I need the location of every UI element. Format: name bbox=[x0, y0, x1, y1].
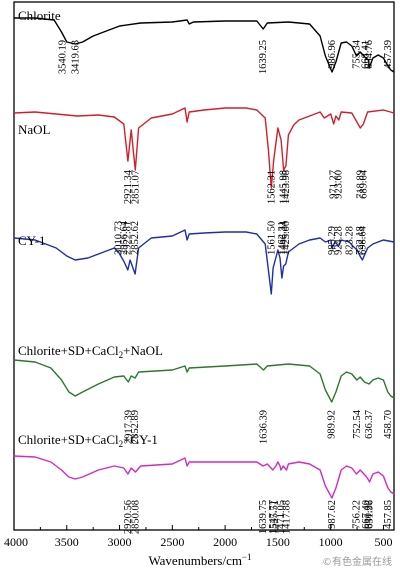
peak-label-4-1: 2850.08 bbox=[130, 500, 141, 534]
x-axis-label: Wavenumbers/cm−1 bbox=[148, 552, 251, 568]
trace-4 bbox=[13, 455, 395, 499]
peak-label-0-5: 668.41 bbox=[361, 40, 372, 69]
peak-label-2-12: 698.64 bbox=[358, 225, 369, 255]
peak-label-2-0: 3010.73 bbox=[113, 221, 124, 255]
peak-label-3-5: 636.37 bbox=[364, 410, 375, 439]
x-tick-label: 500 bbox=[374, 535, 392, 549]
watermark: ©有色金属在线 bbox=[322, 555, 392, 568]
x-axis-label-text: Wavenumbers/cm bbox=[148, 553, 242, 568]
peak-label-0-7: 457.39 bbox=[383, 40, 394, 69]
trace-3 bbox=[13, 359, 395, 403]
trace-2 bbox=[13, 229, 395, 295]
peak-label-3-4: 752.54 bbox=[352, 409, 363, 439]
peak-label-4-9: 667.40 bbox=[361, 500, 372, 529]
peak-label-2-1: 2956.64 bbox=[119, 220, 130, 255]
peak-label-4-2: 1639.75 bbox=[258, 500, 269, 534]
peak-label-2-7: 1425.00 bbox=[281, 221, 292, 255]
peak-label-3-6: 458.70 bbox=[383, 410, 394, 439]
peak-label-1-2: 1562.31 bbox=[266, 170, 277, 204]
plot-frame bbox=[13, 1, 395, 531]
peak-label-2-10: 823.28 bbox=[344, 226, 355, 255]
trace-1 bbox=[13, 107, 395, 189]
peak-label-4-12: 457.85 bbox=[383, 500, 394, 529]
peak-label-1-0: 2921.34 bbox=[123, 169, 134, 204]
x-tick-label: 2500 bbox=[160, 535, 184, 549]
peak-label-4-11: 631.96 bbox=[365, 500, 376, 529]
peak-label-4-5: 1471.05 bbox=[276, 500, 287, 534]
peak-label-1-3: 1445.98 bbox=[279, 170, 290, 204]
peak-label-2-8: 985.29 bbox=[327, 226, 338, 255]
x-tick-label: 3000 bbox=[108, 535, 132, 549]
peak-label-2-11: 722.18 bbox=[355, 226, 366, 255]
peak-label-0-6: 634.76 bbox=[364, 40, 375, 69]
x-tick-label: 1500 bbox=[266, 535, 290, 549]
peak-label-3-1: 2852.89 bbox=[130, 410, 141, 444]
peak-label-1-8: 689.64 bbox=[358, 169, 369, 199]
peak-label-0-3: 986.96 bbox=[327, 40, 338, 69]
peak-label-1-7: 718.89 bbox=[355, 170, 366, 199]
peak-label-3-2: 1636.39 bbox=[259, 410, 270, 444]
peak-label-2-2: 2922.81 bbox=[123, 221, 134, 255]
x-tick-label: 1000 bbox=[319, 535, 343, 549]
series-labels: Chlorite NaOL CY-1 Chlorite+SD+CaCl2+NaOL Ch… bbox=[18, 8, 163, 449]
series-label-4: Chlorite+SD+CaCl2+CY-1 bbox=[18, 432, 158, 449]
peak-label-1-6: 923.60 bbox=[334, 170, 345, 199]
series-label-2: CY-1 bbox=[18, 233, 45, 248]
series-label-3: Chlorite+SD+CaCl2+NaOL bbox=[18, 343, 163, 360]
spectra-traces bbox=[13, 17, 395, 499]
peak-label-2-3: 2852.62 bbox=[130, 221, 141, 255]
x-tick-label: 4000 bbox=[4, 535, 28, 549]
peak-label-4-7: 987.62 bbox=[327, 500, 338, 529]
peak-label-0-0: 3540.19 bbox=[58, 40, 69, 74]
peak-label-4-0: 2920.56 bbox=[123, 500, 134, 534]
peak-label-2-9: 924.28 bbox=[334, 226, 345, 255]
peak-label-4-8: 756.22 bbox=[351, 500, 362, 529]
series-label-1: NaOL bbox=[18, 122, 51, 137]
x-axis: 4000 3500 3000 2500 2000 1500 1000 500 bbox=[4, 525, 392, 549]
x-tick-label: 2000 bbox=[213, 535, 237, 549]
peak-label-0-1: 3419.63 bbox=[70, 40, 81, 74]
peak-label-2-5: 1462.31 bbox=[277, 221, 288, 255]
peak-label-1-1: 2851.07 bbox=[130, 170, 141, 204]
trace-0 bbox=[14, 17, 395, 73]
peak-label-4-4: 1535.51 bbox=[269, 500, 280, 534]
peak-label-0-4: 755.34 bbox=[352, 39, 363, 69]
x-axis-label-superscript: −1 bbox=[242, 552, 252, 562]
peak-label-3-3: 989.92 bbox=[327, 410, 338, 439]
peak-label-4-10: 640.22 bbox=[364, 500, 375, 529]
peak-label-3-0: 2917.39 bbox=[123, 410, 134, 444]
peak-label-2-6: 1446.24 bbox=[279, 220, 290, 255]
peak-label-1-5: 971.27 bbox=[329, 170, 340, 199]
peak-label-1-4: 1423.98 bbox=[281, 170, 292, 204]
peak-label-4-3: 1547.77 bbox=[268, 500, 279, 534]
peak-labels: 3540.19 3419.63 1639.25 986.96 755.34668.416… bbox=[58, 39, 394, 534]
peak-label-2-4: 1561.50 bbox=[266, 221, 277, 255]
peak-label-4-6: 1417.88 bbox=[282, 500, 293, 534]
peak-label-0-2: 1639.25 bbox=[258, 40, 269, 74]
x-tick-label: 3500 bbox=[55, 535, 79, 549]
series-label-0: Chlorite bbox=[18, 8, 61, 23]
